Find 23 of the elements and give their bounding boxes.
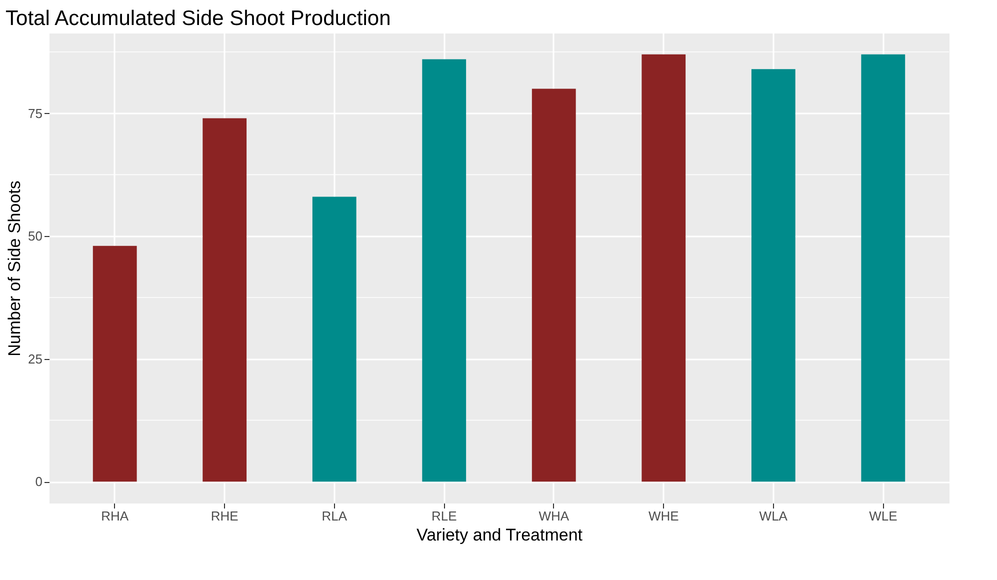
bar [202,118,247,482]
x-tick-label: WLE [869,508,898,524]
x-tick-label: RLA [322,508,348,524]
x-tick-label: WLA [759,508,788,524]
bar [422,59,466,482]
x-axis-title: Variety and Treatment [416,526,583,544]
bar [642,54,686,482]
bar [312,196,356,482]
chart-title: Total Accumulated Side Shoot Production [6,7,391,30]
x-tick-label: WHE [648,508,680,524]
y-axis-title: Number of Side Shoots [5,180,24,356]
y-tick-label: 25 [28,351,42,366]
y-tick-label: 75 [28,106,42,121]
bar [751,69,796,482]
x-tick-label: RHA [101,508,129,524]
y-tick-label: 0 [35,474,42,490]
bar [861,54,906,482]
bar [532,88,576,482]
x-tick-label: RHE [210,508,239,524]
y-tick-label: 50 [28,228,42,244]
x-tick-label: RLE [431,508,458,524]
bar [92,246,137,482]
x-tick-label: WHA [538,508,570,524]
